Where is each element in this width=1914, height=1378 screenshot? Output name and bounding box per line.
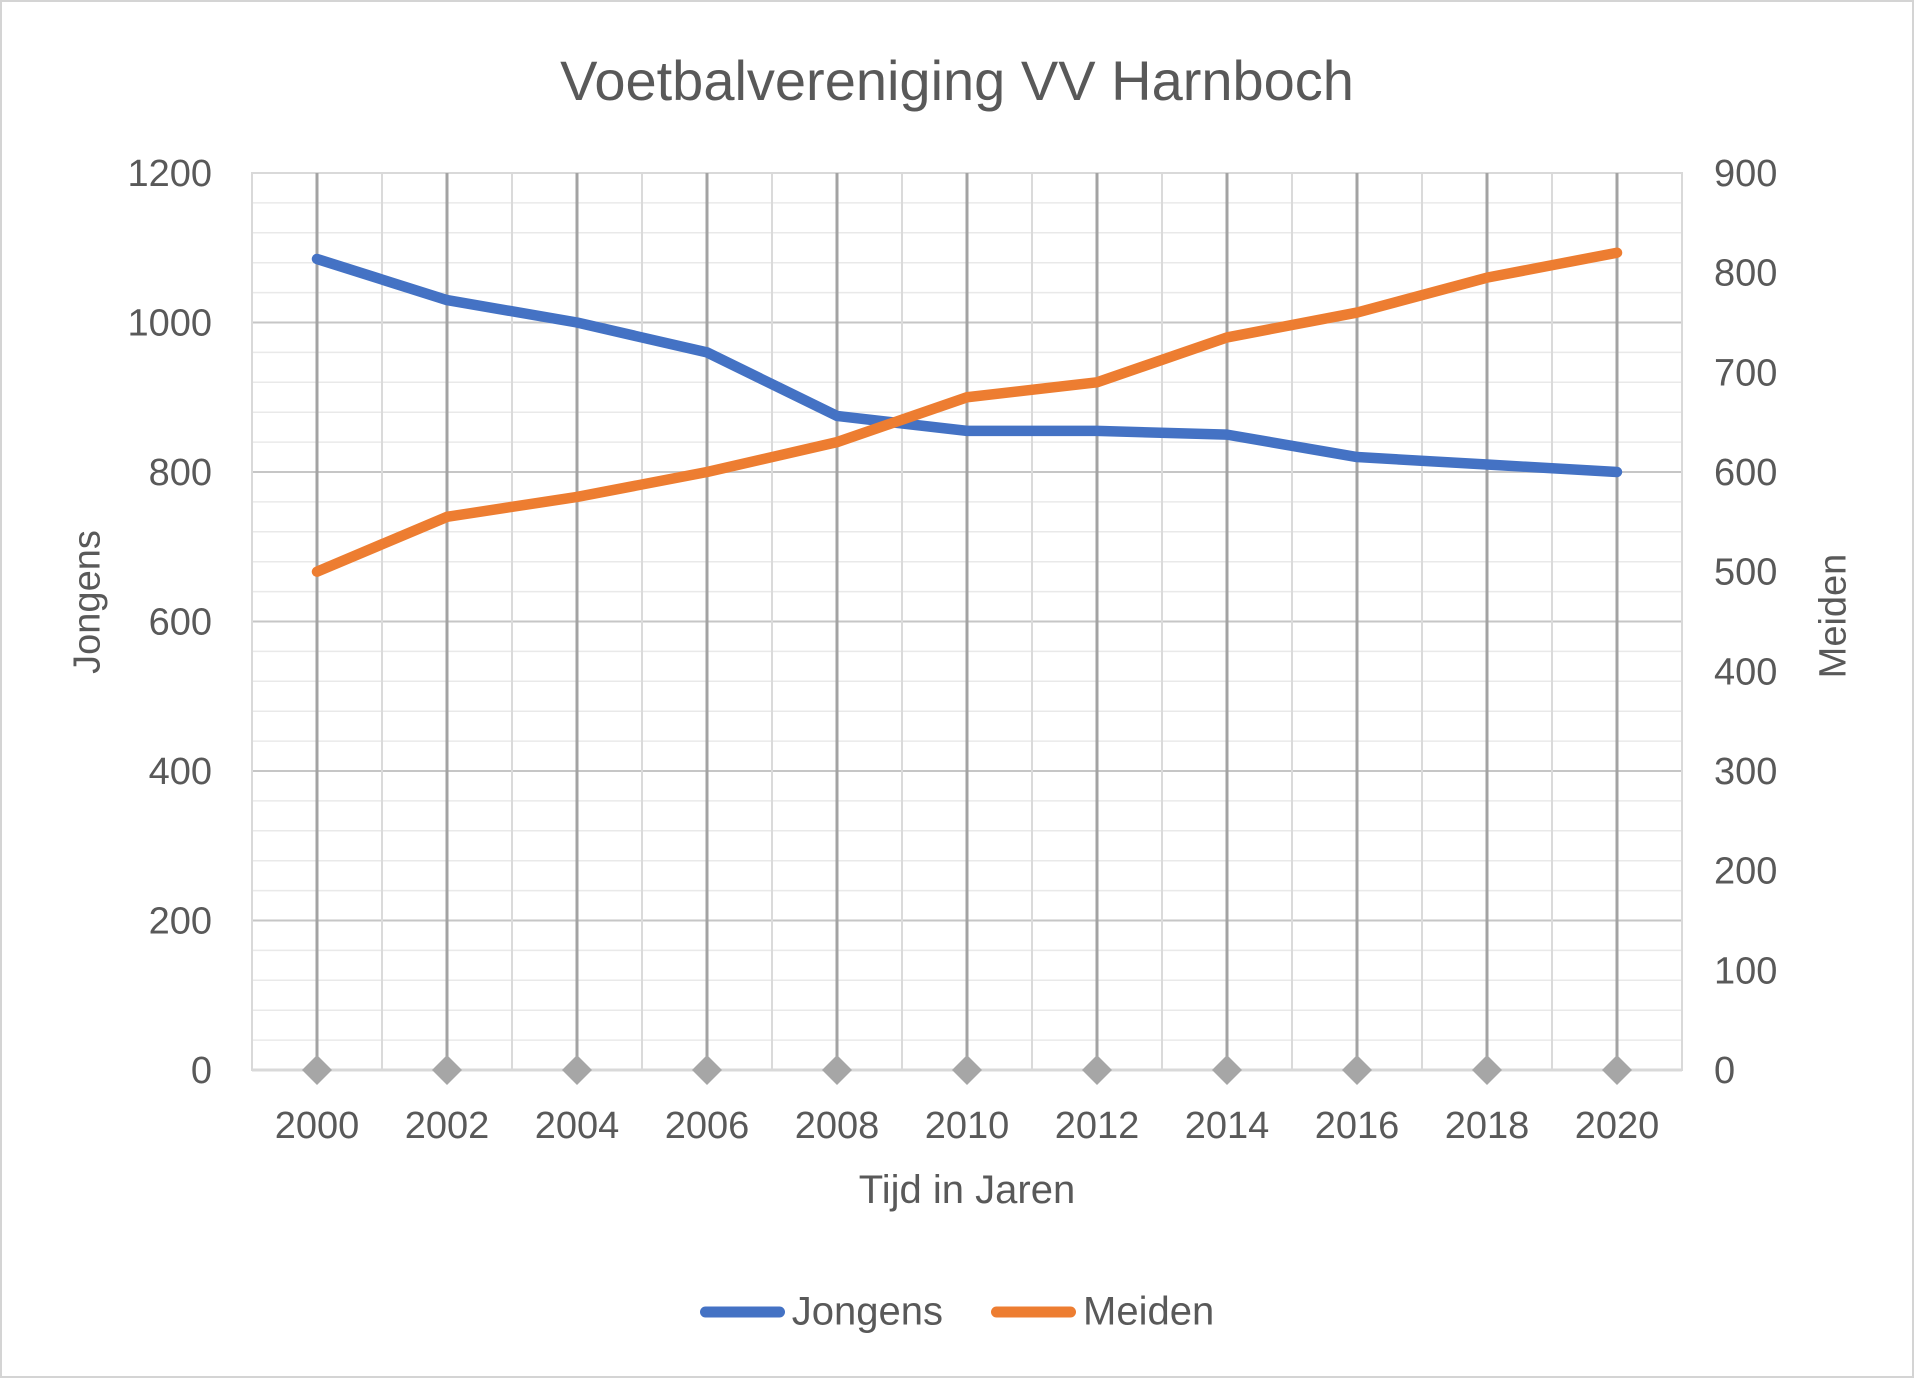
x-axis-tick-label: 2002	[405, 1105, 490, 1147]
legend-swatch-jongens	[699, 1306, 785, 1318]
legend-item-jongens: Jongens	[699, 1289, 944, 1335]
chart-title: Voetbalvereniging VV Harnboch	[560, 49, 1354, 112]
legend-swatch-meiden	[991, 1306, 1077, 1318]
legend-label: Meiden	[1083, 1289, 1215, 1334]
left-axis-tick-label: 1000	[127, 303, 212, 345]
x-axis-tick-label: 2014	[1185, 1105, 1270, 1147]
x-axis-tick-label: 2020	[1575, 1105, 1660, 1147]
axis-diamond-marker	[432, 1055, 462, 1085]
axis-diamond-marker	[692, 1055, 722, 1085]
right-axis-tick-label: 700	[1714, 352, 1777, 394]
x-axis-tick-label: 2016	[1315, 1105, 1400, 1147]
series-line-jongens	[311, 253, 1623, 478]
axis-diamond-marker	[1602, 1055, 1632, 1085]
legend-item-meiden: Meiden	[991, 1290, 1214, 1335]
left-axis-tick-label: 200	[149, 901, 212, 943]
right-axis-tick-label: 300	[1714, 751, 1777, 793]
legend: Jongens Meiden	[2, 1290, 1912, 1335]
axis-diamond-marker	[562, 1055, 592, 1085]
x-axis-tick-label: 2004	[535, 1105, 620, 1147]
right-axis-tick-label: 800	[1714, 253, 1777, 295]
left-axis-tick-label: 1200	[127, 153, 212, 195]
x-axis-title: Tijd in Jaren	[858, 1168, 1076, 1212]
x-axis-tick-label: 2010	[925, 1105, 1010, 1147]
left-axis-tick-label: 800	[149, 452, 212, 494]
x-axis-tick-label: 2018	[1445, 1105, 1530, 1147]
axis-diamond-marker	[822, 1055, 852, 1085]
x-axis-tick-label: 2000	[275, 1105, 360, 1147]
x-axis-tick-label: 2012	[1055, 1105, 1140, 1147]
axis-diamond-marker	[1212, 1055, 1242, 1085]
axis-diamond-marker	[1342, 1055, 1372, 1085]
right-axis-tick-label: 0	[1714, 1050, 1735, 1092]
left-axis-tick-label: 0	[191, 1050, 212, 1092]
left-axis-tick-label: 400	[149, 751, 212, 793]
right-axis-tick-label: 900	[1714, 153, 1777, 195]
right-axis-tick-label: 500	[1714, 552, 1777, 594]
x-axis-tick-label: 2008	[795, 1105, 880, 1147]
right-axis-tick-label: 600	[1714, 452, 1777, 494]
legend-label: Jongens	[791, 1289, 944, 1334]
axis-diamond-marker	[302, 1055, 332, 1085]
left-axis-tick-label: 600	[149, 602, 212, 644]
axis-diamond-marker	[1082, 1055, 1112, 1085]
axis-diamond-marker	[1472, 1055, 1502, 1085]
right-axis-tick-label: 100	[1714, 950, 1777, 992]
right-axis-tick-label: 400	[1714, 651, 1777, 693]
right-axis-tick-label: 200	[1714, 851, 1777, 893]
series-line-meiden	[311, 247, 1623, 577]
axis-diamond-marker	[952, 1055, 982, 1085]
x-axis-tick-label: 2006	[665, 1105, 750, 1147]
